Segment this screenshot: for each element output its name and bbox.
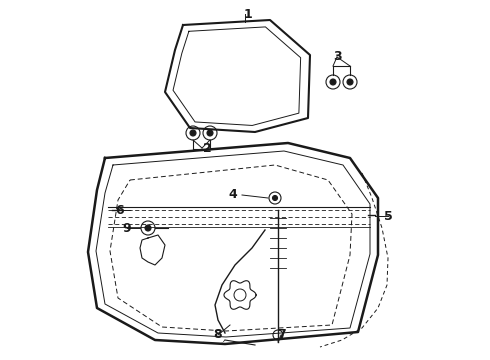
Circle shape <box>347 79 353 85</box>
Text: 2: 2 <box>203 141 211 154</box>
Text: 3: 3 <box>333 50 342 63</box>
Text: 9: 9 <box>122 221 131 234</box>
Polygon shape <box>140 235 165 265</box>
Text: 6: 6 <box>116 203 124 216</box>
Circle shape <box>272 195 277 201</box>
Circle shape <box>207 130 213 136</box>
Circle shape <box>330 79 336 85</box>
Text: 5: 5 <box>384 210 392 222</box>
Text: 7: 7 <box>277 328 285 342</box>
Text: 8: 8 <box>214 328 222 342</box>
Text: 1: 1 <box>244 8 252 21</box>
Circle shape <box>145 225 151 231</box>
Circle shape <box>190 130 196 136</box>
Text: 4: 4 <box>229 189 237 202</box>
